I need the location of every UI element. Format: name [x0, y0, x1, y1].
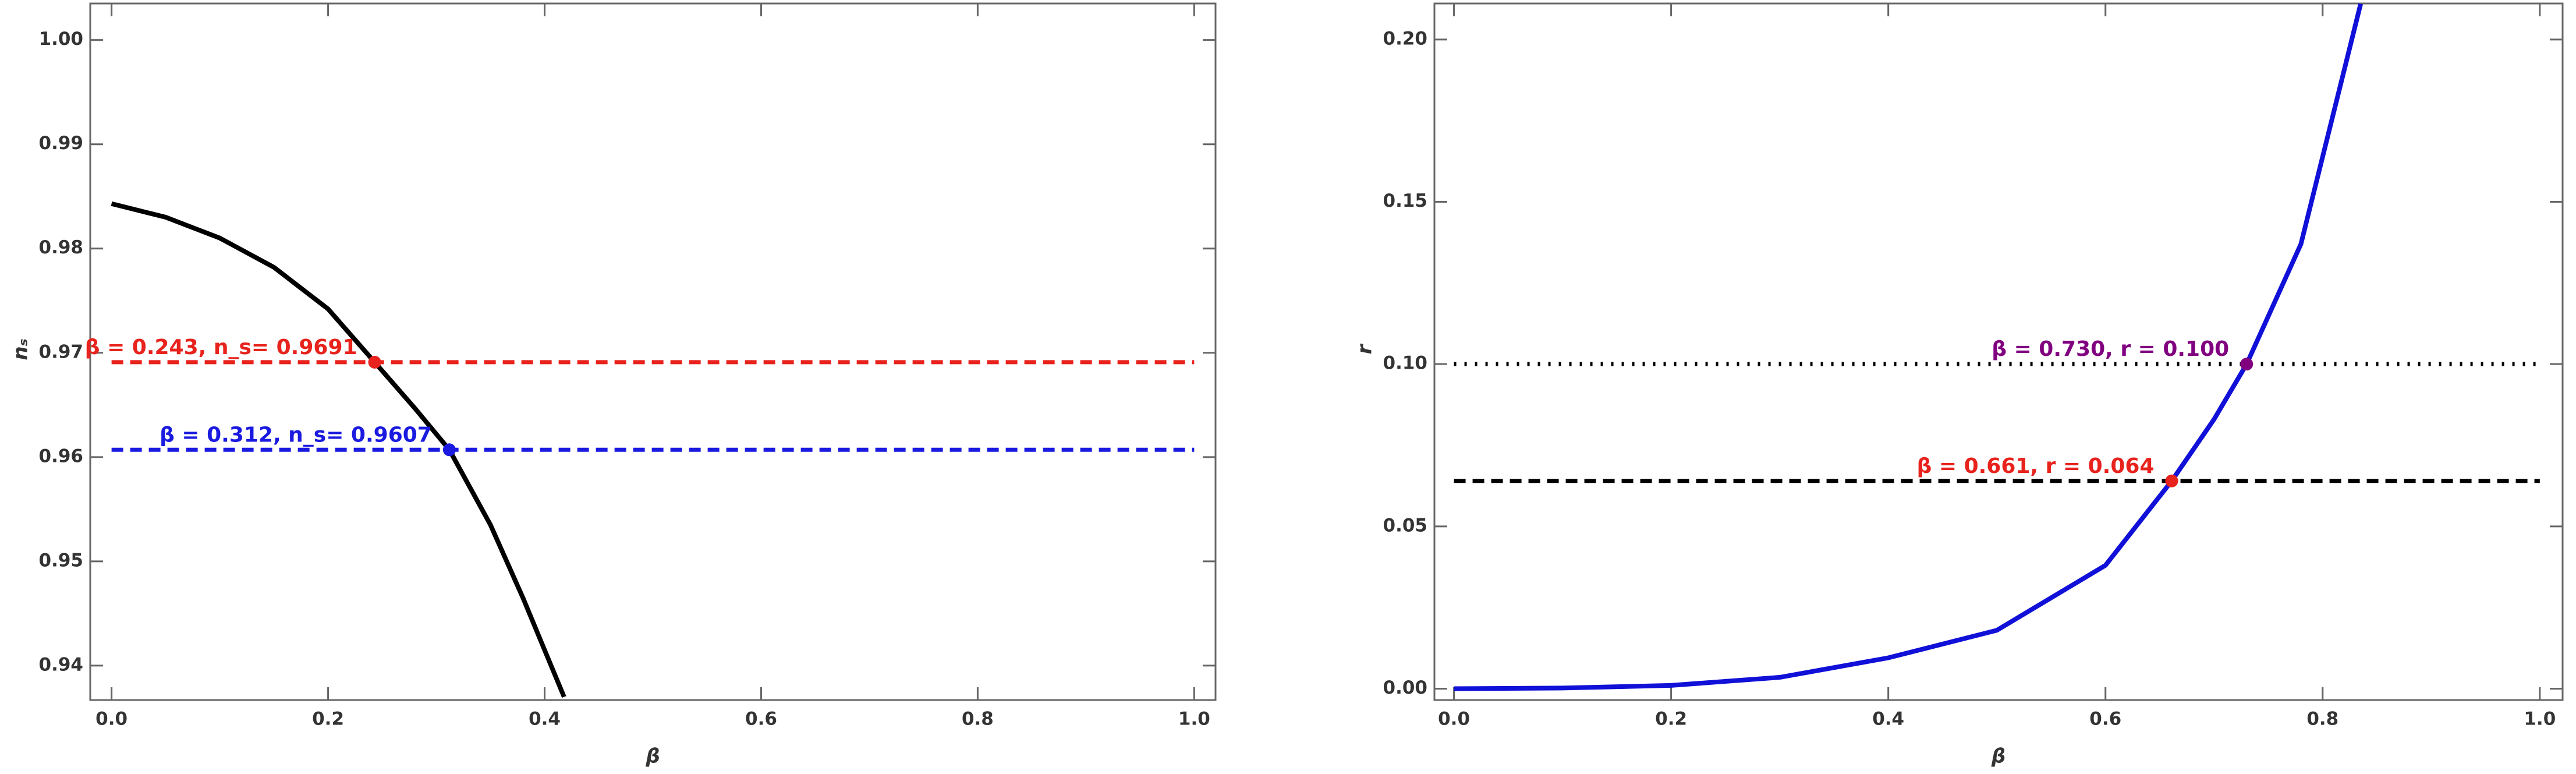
point-annotation: β = 0.312, n_s= 0.9607 — [160, 423, 432, 447]
x-tick-label: 0.0 — [1438, 709, 1470, 730]
point — [442, 443, 456, 457]
y-tick-label: 0.94 — [39, 654, 84, 675]
x-tick-label: 1.0 — [1178, 709, 1210, 730]
x-tick-label: 0.6 — [745, 709, 777, 730]
y-tick-label: 0.99 — [39, 133, 84, 154]
curve — [111, 201, 566, 698]
y-axis-label: nₛ — [9, 338, 33, 360]
y-tick-label: 0.15 — [1383, 190, 1428, 211]
point — [2240, 358, 2253, 371]
y-tick-label: 0.10 — [1383, 353, 1428, 374]
x-axis-label: β — [645, 745, 660, 768]
x-tick-label: 0.2 — [312, 709, 344, 730]
plot-frame — [1433, 2, 2564, 701]
x-tick-label: 0.4 — [1872, 709, 1904, 730]
point-annotation: β = 0.730, r = 0.100 — [1992, 337, 2229, 361]
y-tick-label: 0.00 — [1383, 677, 1428, 698]
curve — [1454, 3, 2363, 691]
y-tick-label: 0.97 — [39, 341, 84, 362]
x-tick-label: 0.8 — [2306, 709, 2338, 730]
point — [2165, 474, 2178, 487]
x-axis-label: β — [1991, 745, 2005, 768]
x-tick-label: 0.6 — [2089, 709, 2121, 730]
y-tick-label: 0.20 — [1383, 28, 1428, 49]
point-annotation: β = 0.243, n_s= 0.9691 — [85, 335, 357, 359]
y-tick-label: 0.95 — [39, 550, 84, 571]
y-axis-label: r — [1353, 343, 1377, 354]
point-annotation: β = 0.661, r = 0.064 — [1917, 454, 2155, 478]
x-tick-label: 0.2 — [1655, 709, 1687, 730]
y-tick-label: 0.96 — [39, 446, 84, 466]
plot-frame — [89, 2, 1217, 701]
y-tick-label: 0.98 — [39, 237, 84, 258]
x-tick-label: 0.0 — [95, 709, 127, 730]
x-tick-label: 0.4 — [529, 709, 561, 730]
x-tick-label: 1.0 — [2524, 709, 2556, 730]
point — [368, 355, 381, 369]
y-tick-label: 1.00 — [39, 29, 84, 50]
x-tick-label: 0.8 — [962, 709, 994, 730]
y-tick-label: 0.05 — [1383, 515, 1428, 536]
